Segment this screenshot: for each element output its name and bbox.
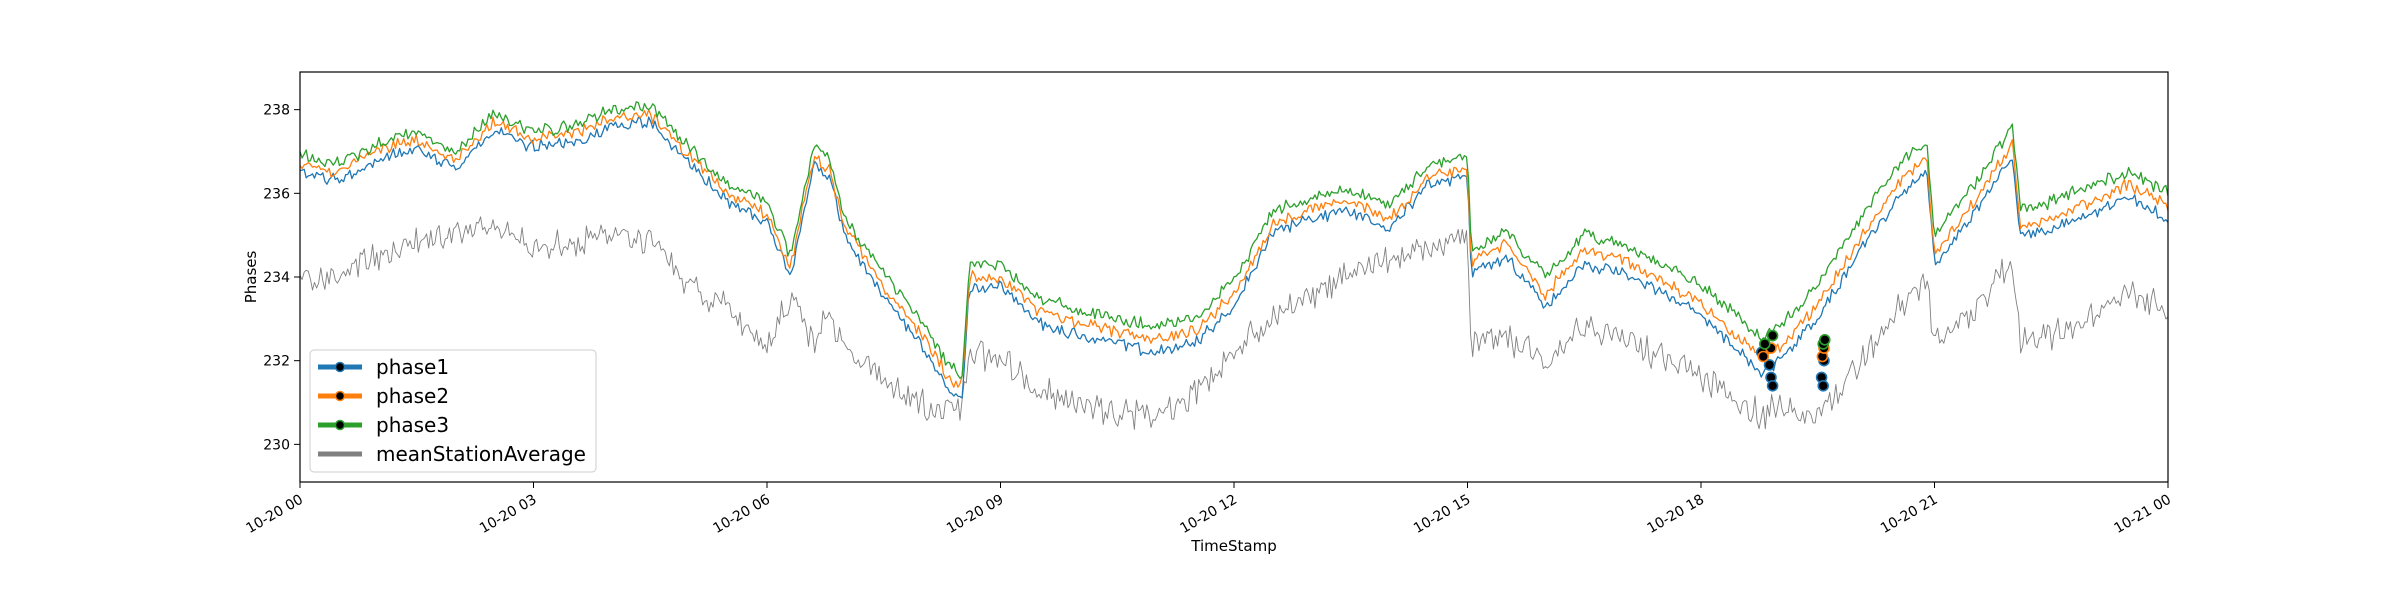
marker-phase1-5 <box>1817 379 1829 392</box>
y-tick-label: 232 <box>263 354 290 370</box>
y-tick-label: 238 <box>263 103 290 119</box>
legend: phase1 phase2 phase3 meanStationAverage <box>309 349 597 473</box>
marker-layer <box>1755 329 1831 392</box>
legend-label-phase3: phase3 <box>376 413 449 437</box>
y-tick-label: 236 <box>263 186 290 202</box>
marker-phase1-3 <box>1766 379 1779 392</box>
y-axis: 230 232 234 236 238 <box>263 103 300 453</box>
marker-phase2-0 <box>1757 350 1770 363</box>
series-line-phase3 <box>299 101 2169 379</box>
series-line-phase2 <box>299 108 2169 388</box>
marker-phase1-1 <box>1763 359 1776 371</box>
legend-marker-phase3 <box>334 419 346 431</box>
legend-label-phase1: phase1 <box>376 355 449 379</box>
series-layer <box>299 101 2169 430</box>
marker-phase3-3 <box>1819 333 1831 346</box>
y-tick-label: 230 <box>263 437 290 453</box>
legend-label-meanstationaverage: meanStationAverage <box>376 442 586 466</box>
legend-marker-phase2 <box>334 390 346 402</box>
y-axis-title: Phases <box>242 251 260 304</box>
marker-phase3-0 <box>1759 338 1771 350</box>
legend-label-phase2: phase2 <box>376 384 449 408</box>
marker-phase3-1 <box>1766 329 1779 342</box>
y-tick-label: 234 <box>263 270 290 286</box>
legend-box <box>309 349 597 473</box>
x-axis-title: TimeStamp <box>1190 537 1276 555</box>
series-line-phase1 <box>299 116 2169 399</box>
series-line-meanstationaverage <box>299 216 2169 430</box>
plot-area <box>299 71 2169 483</box>
legend-marker-phase1 <box>334 361 346 373</box>
